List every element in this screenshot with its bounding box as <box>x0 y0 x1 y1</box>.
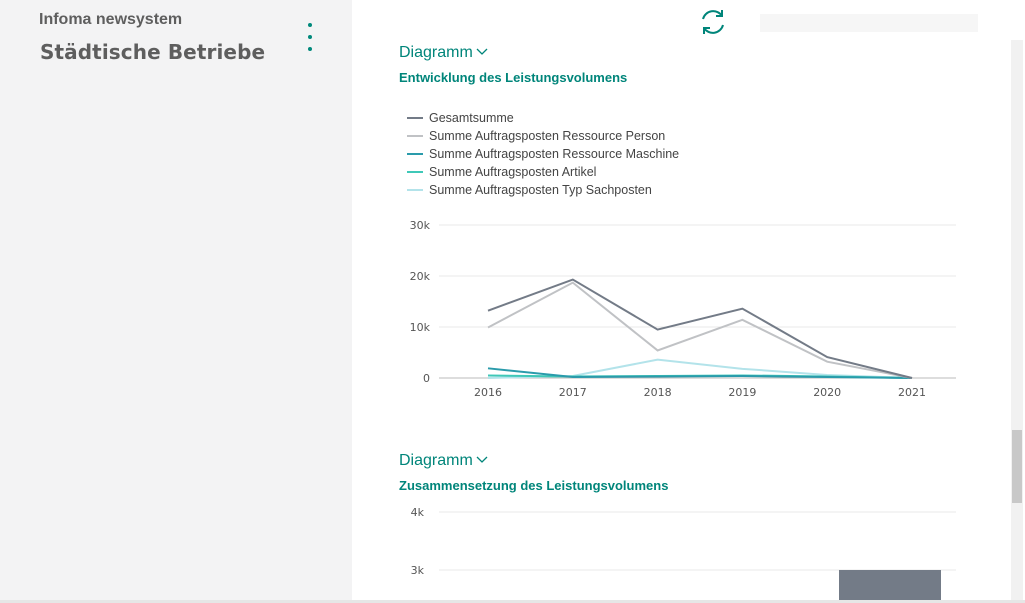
chevron-down-icon <box>476 456 488 463</box>
bottom-border <box>0 600 1025 603</box>
scrollbar-track[interactable] <box>1011 40 1023 603</box>
legend-label: Summe Auftragsposten Artikel <box>429 165 597 179</box>
legend-item[interactable]: Summe Auftragsposten Ressource Maschine <box>407 145 679 163</box>
y-tick-label: 3k <box>411 564 425 577</box>
chart1-legend: Gesamtsumme Summe Auftragsposten Ressourc… <box>407 109 679 199</box>
series-line <box>487 278 913 379</box>
chart1-header-label: Diagramm <box>399 44 473 61</box>
chart2-title: Zusammensetzung des Leistungsvolumens <box>399 478 669 493</box>
legend-swatch <box>407 171 423 173</box>
app-title: Infoma newsystem <box>39 11 183 28</box>
legend-label: Summe Auftragsposten Typ Sachposten <box>429 183 652 197</box>
chart2-header-button[interactable]: Diagramm <box>399 452 488 470</box>
line-chart: 0 10k 20k 30k 2016 2017 2018 2019 2020 2021 <box>410 219 956 399</box>
legend-swatch <box>407 189 423 191</box>
kebab-dot <box>308 23 312 27</box>
legend-item[interactable]: Summe Auftragsposten Typ Sachposten <box>407 181 679 199</box>
y-tick-label: 30k <box>410 219 431 232</box>
search-input[interactable] <box>760 14 978 32</box>
series-line <box>487 281 913 379</box>
legend-label: Summe Auftragsposten Ressource Maschine <box>429 147 680 161</box>
y-tick-label: 4k <box>411 506 425 519</box>
legend-label: Gesamtsumme <box>429 111 514 125</box>
chart1-title: Entwicklung des Leistungsvolumens <box>399 70 628 85</box>
y-tick-label: 0 <box>423 372 430 385</box>
x-tick-label: 2020 <box>813 386 841 399</box>
refresh-icon[interactable] <box>697 6 729 38</box>
kebab-dot <box>308 35 312 39</box>
legend-item[interactable]: Gesamtsumme <box>407 109 679 127</box>
x-tick-label: 2017 <box>559 386 587 399</box>
legend-swatch <box>407 117 423 119</box>
company-name: Städtische Betriebe <box>40 40 266 64</box>
legend-item[interactable]: Summe Auftragsposten Ressource Person <box>407 127 679 145</box>
more-vertical-icon[interactable] <box>303 22 317 56</box>
x-tick-label: 2021 <box>898 386 926 399</box>
legend-label: Summe Auftragsposten Ressource Person <box>429 129 666 143</box>
y-tick-label: 20k <box>410 270 431 283</box>
x-tick-label: 2018 <box>644 386 672 399</box>
chart1-header-button[interactable]: Diagramm <box>399 44 488 62</box>
x-tick-label: 2016 <box>474 386 502 399</box>
y-tick-label: 10k <box>410 321 431 334</box>
bar <box>839 570 941 603</box>
series-line <box>487 367 913 379</box>
x-tick-label: 2019 <box>728 386 756 399</box>
chevron-down-icon <box>476 48 488 55</box>
bar-chart: 4k 3k <box>411 506 956 603</box>
scrollbar-thumb[interactable] <box>1012 430 1022 503</box>
kebab-dot <box>308 47 312 51</box>
legend-swatch <box>407 135 423 137</box>
left-pane: Infoma newsystem Städtische Betriebe <box>0 0 352 603</box>
chart2-header-label: Diagramm <box>399 452 473 469</box>
legend-swatch <box>407 153 423 155</box>
legend-item[interactable]: Summe Auftragsposten Artikel <box>407 163 679 181</box>
